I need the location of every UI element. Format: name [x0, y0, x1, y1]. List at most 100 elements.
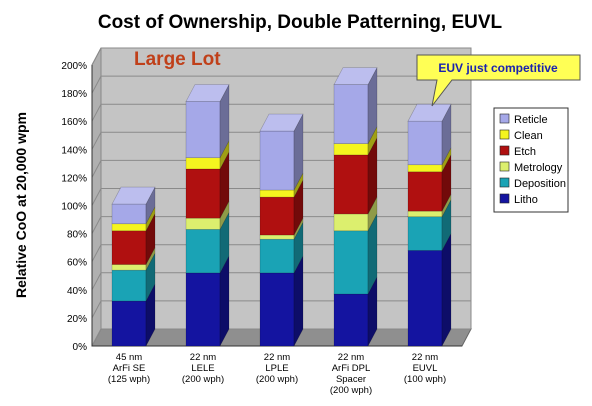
bar-segment-etch	[111, 213, 156, 265]
bar-face	[185, 272, 221, 347]
y-tick-label: 60%	[67, 258, 87, 269]
bar-segment-reticle	[407, 103, 452, 166]
bar-face	[185, 157, 221, 170]
bar-face	[111, 300, 147, 347]
legend: Reticle Clean Etch Metrology Deposition Litho	[493, 107, 569, 213]
x-tick-label: (200 wph)	[256, 374, 298, 385]
legend-label: Litho	[514, 194, 538, 206]
bar-face	[185, 168, 221, 219]
bar-face	[185, 101, 221, 159]
bar-face	[333, 154, 369, 215]
annotation-large-lot: Large Lot	[134, 49, 221, 70]
x-tick-label: EUVL	[413, 363, 438, 374]
bars	[111, 67, 452, 347]
bar-face	[333, 213, 369, 232]
bar-face	[259, 130, 295, 191]
bar-top	[259, 113, 304, 132]
x-tick-label: 45 nm	[116, 352, 142, 363]
legend-label: Etch	[514, 146, 536, 158]
x-tick-label: Spacer	[336, 374, 366, 385]
x-tick-label: 22 nm	[190, 352, 216, 363]
bar-face	[333, 84, 369, 144]
x-tick-label: (100 wph)	[404, 374, 446, 385]
callout-box	[416, 54, 581, 107]
bar-face	[185, 229, 221, 274]
callout: EUV just competitive	[416, 54, 581, 107]
y-tick-label: 180%	[61, 89, 87, 100]
chart-title: Cost of Ownership, Double Patterning, EU…	[98, 12, 503, 33]
bar-face	[259, 196, 295, 236]
bar-top	[185, 84, 230, 102]
bar-segment-reticle	[185, 84, 230, 159]
bar-segment-litho	[259, 255, 304, 347]
bar-side	[441, 233, 452, 347]
x-tick-label: (200 wph)	[182, 374, 224, 385]
legend-label: Metrology	[514, 162, 563, 174]
bar-face	[407, 210, 443, 218]
bar-segment-reticle	[259, 113, 304, 191]
y-tick-label: 100%	[61, 202, 87, 213]
bar-segment-etch	[333, 137, 378, 215]
bar-face	[259, 234, 295, 240]
x-tick-label: LELE	[191, 363, 214, 374]
bar-face	[185, 217, 221, 230]
bar-segment-reticle	[111, 186, 156, 225]
bar-face	[407, 250, 443, 347]
bar-face	[111, 230, 147, 265]
bar-segment-etch	[259, 179, 304, 236]
legend-swatch	[499, 161, 510, 172]
x-tick-label: (125 wph)	[108, 374, 150, 385]
bar-face	[407, 164, 443, 173]
callout-text: EUV just competitive	[438, 61, 558, 75]
bar-face	[111, 269, 147, 302]
bar-face	[259, 238, 295, 274]
x-tick-label: 22 nm	[264, 352, 290, 363]
bar-top	[333, 67, 378, 85]
x-tick-label: 22 nm	[338, 352, 364, 363]
legend-swatch	[499, 177, 510, 188]
bar-face	[333, 143, 369, 156]
legend-swatch	[499, 145, 510, 156]
bar-face	[333, 230, 369, 295]
gridline	[91, 47, 471, 66]
bar-face	[111, 203, 147, 225]
bar-face	[407, 171, 443, 212]
x-tick-label: ArFi DPL	[332, 363, 371, 374]
legend-label: Clean	[514, 130, 543, 142]
x-tick-label: ArFi SE	[113, 363, 146, 374]
y-tick-label: 40%	[67, 286, 87, 297]
x-tick-label: 22 nm	[412, 352, 438, 363]
y-tick-label: 200%	[61, 61, 87, 72]
y-axis-label: Relative CoO at 20,000 wpm	[13, 112, 29, 298]
bar-segment-deposition	[259, 222, 304, 274]
bar-segment-litho	[333, 276, 378, 347]
bar-face	[259, 189, 295, 198]
bar-segment-deposition	[407, 199, 452, 251]
bar-segment-deposition	[111, 252, 156, 302]
legend-swatch	[499, 193, 510, 204]
bar-top	[407, 103, 452, 122]
legend-label: Deposition	[514, 178, 566, 190]
y-tick-label: 0%	[73, 342, 88, 353]
y-tick-label: 80%	[67, 230, 87, 241]
bar-segment-deposition	[333, 213, 378, 295]
legend-swatch	[499, 129, 510, 140]
y-tick-label: 20%	[67, 314, 87, 325]
bar-face	[259, 272, 295, 347]
y-tick-label: 160%	[61, 117, 87, 128]
bar-segment-reticle	[333, 67, 378, 144]
bar-face	[111, 223, 147, 232]
bar-face	[407, 216, 443, 251]
x-tick-label: (200 wph)	[330, 385, 372, 396]
y-tick-label: 120%	[61, 173, 87, 184]
legend-swatch	[499, 113, 510, 124]
bar-top	[111, 186, 156, 205]
bar-segment-litho	[185, 255, 230, 347]
bar-face	[111, 264, 147, 271]
bar-face	[407, 120, 443, 166]
legend-label: Reticle	[514, 114, 548, 126]
bar-segment-litho	[111, 283, 156, 347]
y-tick-label: 140%	[61, 145, 87, 156]
